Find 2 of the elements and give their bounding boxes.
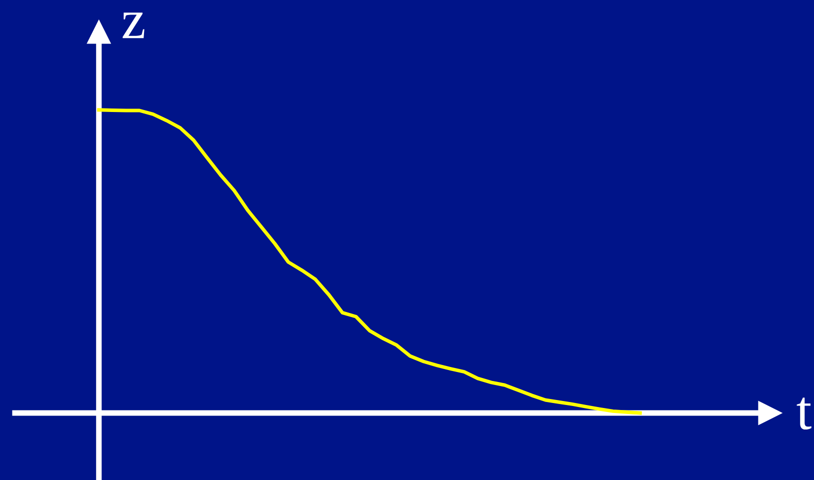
y-axis-title: z <box>122 12 144 38</box>
x-axis-title: t <box>796 398 812 430</box>
